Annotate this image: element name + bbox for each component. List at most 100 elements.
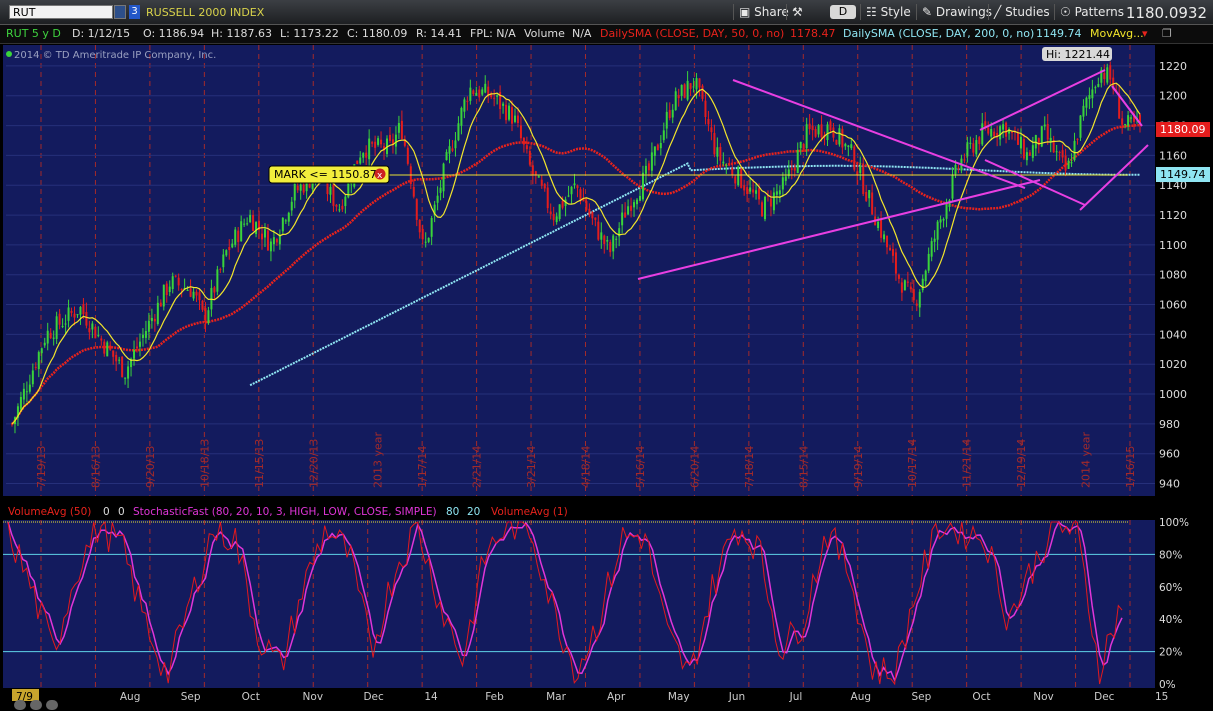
candle-body <box>34 366 37 368</box>
candle-body <box>329 186 332 195</box>
top-toolbar: RUT 3 RUSSELL 2000 INDEX ▣ Share ⚒ D ☷ S… <box>0 0 1213 25</box>
sma200-value: 1149.74 <box>1036 27 1082 40</box>
share-button[interactable]: ▣ Share <box>733 4 794 20</box>
date-label: 2013 year <box>372 431 385 488</box>
nav-forward-icon[interactable] <box>30 700 42 710</box>
drawing-tools-button[interactable]: ⚒ <box>786 4 808 20</box>
fpl-readout: FPL: N/A <box>470 27 516 40</box>
candle-body <box>636 199 639 205</box>
candle-body <box>793 167 796 171</box>
candle-body <box>862 166 865 194</box>
candle-body <box>487 86 490 97</box>
candle-body <box>138 341 141 347</box>
movavg-dropdown-icon[interactable]: ▾ <box>1142 27 1148 40</box>
candle-body <box>430 218 433 237</box>
x-axis-label: Nov <box>1033 691 1054 703</box>
candle-body <box>758 188 761 200</box>
candle-body <box>58 313 61 325</box>
wedge-left-line[interactable] <box>984 159 1086 206</box>
symbol-dropdown-icon[interactable] <box>114 5 126 19</box>
candle-body <box>418 219 421 233</box>
candle-body <box>826 124 829 140</box>
x-axis-label: Dec <box>363 691 384 703</box>
sma200-label[interactable]: DailySMA (CLOSE, DAY, 200, 0, no) <box>843 27 1035 40</box>
wedge-lower-line[interactable] <box>1079 144 1149 211</box>
candle-body <box>391 139 394 146</box>
date-label: 11/15/13 <box>253 439 266 488</box>
stochastic-label[interactable]: StochasticFast (80, 20, 10, 3, HIGH, LOW… <box>133 506 437 518</box>
candle-body <box>641 172 644 200</box>
candle-body <box>573 183 576 186</box>
candle-body <box>802 144 805 150</box>
candle-body <box>957 167 960 169</box>
volume-avg-label[interactable]: VolumeAvg (50) <box>8 506 91 518</box>
wedge-upper-line[interactable] <box>979 69 1106 131</box>
candle-body <box>954 164 957 175</box>
wedge-right-line[interactable] <box>1111 85 1143 127</box>
link-badge[interactable]: 3 <box>129 5 140 19</box>
style-button[interactable]: ☷ Style <box>860 4 916 20</box>
candle-body <box>883 234 886 240</box>
volume-avg1-label[interactable]: VolumeAvg (1) <box>491 506 568 518</box>
candle-body <box>19 396 22 410</box>
candle-body <box>927 253 930 271</box>
sma50-label[interactable]: DailySMA (CLOSE, DAY, 50, 0, no) <box>600 27 785 40</box>
symbol-input[interactable]: RUT <box>9 5 113 19</box>
candle-body <box>469 87 472 101</box>
candle-body <box>52 337 55 339</box>
candle-body <box>79 306 82 315</box>
candle-body <box>153 318 156 322</box>
patterns-button[interactable]: ☉ Patterns <box>1054 4 1129 20</box>
date-label: 10/18/13 <box>198 439 211 488</box>
candle-body <box>415 199 418 220</box>
studies-button[interactable]: ╱ Studies <box>988 4 1055 20</box>
volume-value: N/A <box>572 27 592 40</box>
candle-body <box>180 288 183 290</box>
candle-body <box>150 317 153 322</box>
descending-trendline[interactable] <box>732 79 1026 189</box>
stoch-axis: 0%20%40%60%80%100% <box>3 517 1189 691</box>
candle-body <box>761 202 764 217</box>
candle-body <box>496 95 499 97</box>
candle-body <box>100 338 103 341</box>
candle-body <box>763 196 766 220</box>
candle-body <box>880 218 883 238</box>
candle-body <box>278 234 281 245</box>
panel-divider[interactable] <box>0 496 1213 504</box>
candle-body <box>272 237 275 245</box>
candle-body <box>621 212 624 226</box>
nav-back-icon[interactable] <box>14 700 26 710</box>
period-button[interactable]: D <box>830 5 856 19</box>
mark-remove-icon[interactable] <box>374 168 386 180</box>
candle-body <box>644 165 647 174</box>
candle-body <box>252 214 255 232</box>
x-axis-cursor-bubble <box>12 689 39 701</box>
candle-body <box>835 139 838 145</box>
stoch-tick-label: 20% <box>1159 647 1182 659</box>
candle-body <box>371 142 374 144</box>
candle-body <box>162 284 165 307</box>
chart-settings-icon[interactable]: ❐ <box>1162 27 1172 40</box>
candle-body <box>28 384 31 392</box>
candle-body <box>829 121 832 131</box>
volume-avg-val1: 0 <box>103 506 110 518</box>
candle-body <box>400 120 403 139</box>
stoch-tick-label: 100% <box>1159 517 1189 529</box>
ascending-trendline[interactable] <box>637 179 1041 280</box>
candle-body <box>1005 122 1008 137</box>
sma200-path <box>249 162 1140 387</box>
candle-body <box>171 276 174 290</box>
candle-body <box>436 195 439 203</box>
drawings-button[interactable]: ✎ Drawings <box>916 4 997 20</box>
candle-body <box>746 187 749 195</box>
stochastic-val2: 20 <box>467 506 480 518</box>
date-label: 7/19/13 <box>35 446 48 488</box>
candle-body <box>460 107 463 126</box>
candle-body <box>299 184 302 191</box>
nav-zoom-icon[interactable] <box>46 700 58 710</box>
date-label: 5/16/14 <box>634 446 647 488</box>
candle-body <box>659 142 662 149</box>
movavg-label[interactable]: MovAvg... <box>1090 27 1144 40</box>
candles <box>11 61 1141 434</box>
mark-label-bubble[interactable] <box>268 165 390 184</box>
